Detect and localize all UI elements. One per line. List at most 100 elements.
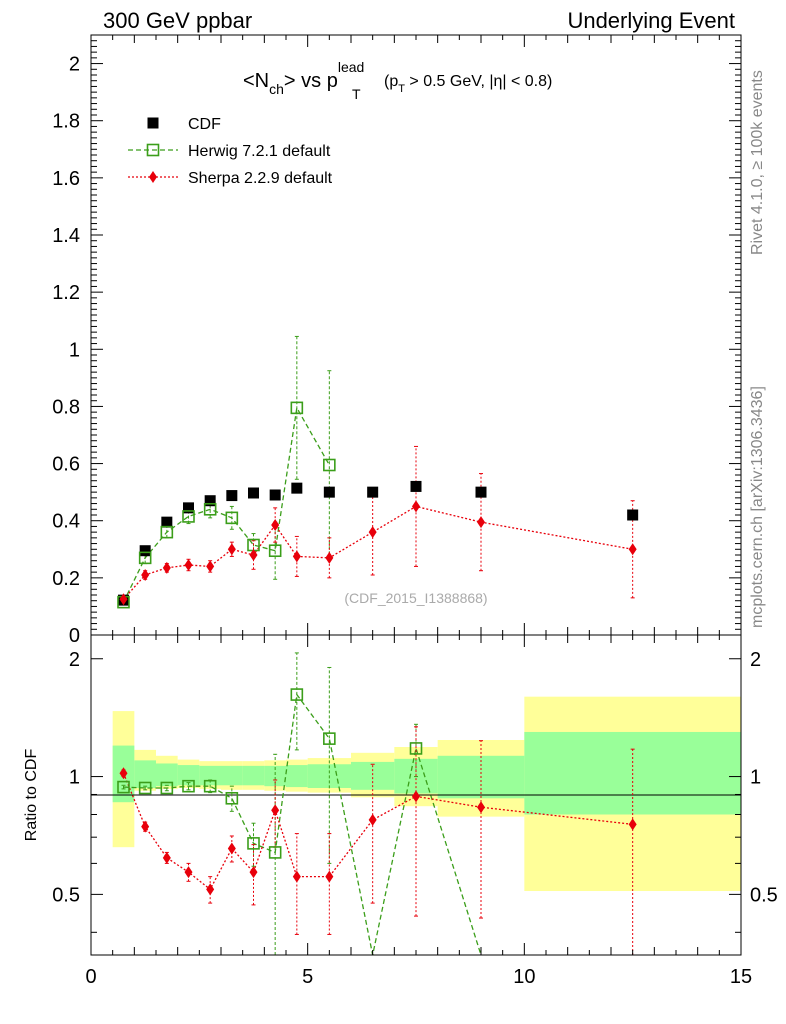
ratio-ytick-label: 2 bbox=[69, 649, 80, 671]
sherpa-point bbox=[141, 569, 150, 581]
herwig-point bbox=[138, 551, 152, 565]
cdf-point bbox=[183, 502, 194, 514]
cdf-point bbox=[367, 486, 379, 498]
ratio-band-inner bbox=[264, 765, 286, 787]
ratio-ylabel: Ratio to CDF bbox=[23, 749, 40, 842]
title-cut: (pT > 0.5 GeV, |η| < 0.8) bbox=[384, 73, 552, 95]
ratio-sherpa-point bbox=[412, 790, 420, 803]
ratio-sherpa-point bbox=[141, 820, 150, 833]
sherpa-point bbox=[119, 593, 128, 606]
main-ytick-label: 0 bbox=[69, 625, 80, 647]
main-series bbox=[117, 335, 639, 609]
sherpa-point bbox=[412, 500, 420, 513]
sherpa-point bbox=[227, 543, 236, 556]
title-n: <N bbox=[243, 70, 269, 92]
ratio-herwig-point bbox=[409, 742, 423, 755]
sherpa-point bbox=[162, 561, 171, 574]
ratio-sherpa-point bbox=[227, 842, 236, 855]
title-cut-sub-T: T bbox=[398, 83, 405, 95]
sherpa-point bbox=[477, 516, 485, 529]
main-ytick-label: 2 bbox=[69, 54, 80, 76]
ratio-band-inner bbox=[286, 765, 308, 788]
ratio-herwig-point bbox=[268, 846, 282, 859]
sherpa-line bbox=[123, 505, 633, 600]
legend-label: Herwig 7.2.1 default bbox=[188, 143, 331, 160]
ratio-series bbox=[117, 652, 637, 956]
legend-herwig-marker bbox=[146, 143, 160, 157]
rivet-label: Rivet 4.1.0, ≥ 100k events bbox=[749, 70, 766, 255]
cdf-point bbox=[139, 545, 151, 557]
cdf-point bbox=[475, 486, 487, 498]
ratio-xtick-label: 0 bbox=[85, 966, 96, 988]
mcplots-label: mcplots.cern.ch [arXiv:1306.3436] bbox=[749, 386, 766, 628]
sherpa-point bbox=[628, 543, 637, 556]
title-vs: > vs p bbox=[284, 70, 338, 92]
title-sub-ch: ch bbox=[269, 81, 284, 97]
main-ytick-label: 1.8 bbox=[52, 111, 80, 133]
cdf-point bbox=[226, 490, 238, 502]
cdf-point bbox=[269, 489, 281, 501]
cdf-point bbox=[161, 516, 173, 528]
ratio-sherpa-point bbox=[162, 851, 171, 864]
ratio-sherpa-point bbox=[325, 870, 334, 883]
ratio-sherpa-point bbox=[292, 870, 301, 883]
ratio-xtick-label: 10 bbox=[513, 966, 535, 988]
analysis-label: (CDF_2015_I1388868) bbox=[344, 590, 487, 606]
herwig-point bbox=[268, 544, 282, 558]
ratio-band-inner bbox=[156, 763, 178, 787]
ratio-herwig-point bbox=[182, 779, 195, 793]
sherpa-point bbox=[325, 551, 334, 564]
cdf-point bbox=[248, 487, 259, 499]
header-left: 300 GeV ppbar bbox=[103, 8, 252, 33]
cdf-point bbox=[204, 495, 216, 507]
herwig-line bbox=[122, 405, 330, 603]
ratio-sherpa-point bbox=[206, 883, 215, 896]
herwig-point bbox=[203, 502, 217, 516]
herwig-point bbox=[160, 525, 174, 539]
ratio-ytick-label-right: 2 bbox=[750, 649, 761, 671]
ratio-sherpa-point bbox=[368, 813, 377, 826]
main-ytick-label: 0.6 bbox=[52, 454, 80, 476]
ratio-bands bbox=[112, 696, 741, 892]
ratio-sherpa-point bbox=[271, 804, 280, 817]
ratio-herwig-point bbox=[138, 781, 152, 795]
ratio-ytick-label: 1 bbox=[69, 767, 80, 789]
cdf-point bbox=[410, 480, 422, 492]
main-ytick-label: 0.4 bbox=[52, 511, 80, 533]
main-ytick-label: 1 bbox=[69, 339, 80, 361]
ratio-band-inner bbox=[242, 765, 265, 786]
ratio-herwig-point bbox=[203, 779, 217, 793]
ratio-xtick-label: 5 bbox=[302, 966, 313, 988]
herwig-point bbox=[290, 401, 304, 415]
legend-cdf-marker bbox=[147, 117, 159, 129]
title-cut-b: > 0.5 GeV, |η| < 0.8) bbox=[405, 73, 552, 90]
ratio-panel: 0 5 10 15 0.5 0.5 1 1 2 2 Ratio to CDF bbox=[23, 634, 778, 988]
cdf-point bbox=[291, 482, 303, 494]
legend-sherpa-marker bbox=[149, 171, 157, 183]
ratio-band-inner bbox=[134, 760, 156, 788]
main-panel: 0 0.2 0.4 0.6 0.8 1 1.2 1.4 1.6 1.8 2 <Nch> vs ple… bbox=[52, 34, 742, 647]
main-ytick-label: 1.6 bbox=[52, 168, 80, 190]
sherpa-point bbox=[368, 526, 377, 539]
sherpa-point bbox=[184, 559, 193, 571]
herwig-point bbox=[182, 510, 195, 523]
legend: CDF Herwig 7.2.1 default Sherpa 2.2.9 defa… bbox=[128, 116, 333, 187]
main-axes: 0 0.2 0.4 0.6 0.8 1 1.2 1.4 1.6 1.8 2 bbox=[52, 34, 742, 647]
title-cut-a: (p bbox=[384, 73, 398, 90]
ratio-herwig-line bbox=[123, 692, 482, 956]
herwig-point bbox=[323, 458, 336, 472]
ratio-sherpa-point bbox=[477, 801, 485, 814]
main-ytick-label: 0.8 bbox=[52, 396, 80, 418]
ratio-axes: 0 5 10 15 0.5 0.5 1 1 2 2 bbox=[52, 635, 778, 988]
ratio-ytick-label-right: 1 bbox=[750, 767, 761, 789]
sherpa-point bbox=[206, 560, 215, 573]
ratio-ytick-label-right: 0.5 bbox=[750, 884, 778, 906]
cdf-point bbox=[323, 486, 335, 498]
legend-label: CDF bbox=[188, 116, 221, 133]
sherpa-point bbox=[292, 550, 301, 563]
ratio-sherpa-line bbox=[122, 772, 633, 891]
legend-label: Sherpa 2.2.9 default bbox=[188, 170, 333, 187]
title-sub-T: T bbox=[352, 86, 361, 102]
main-ytick-label: 1.4 bbox=[52, 225, 80, 247]
